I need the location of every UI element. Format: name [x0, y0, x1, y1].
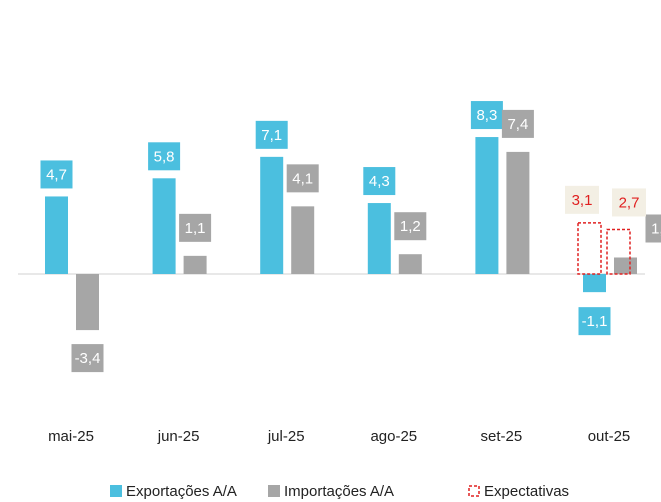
bar — [45, 196, 68, 274]
legend-label: Importações A/A — [284, 483, 394, 500]
x-tick-label: jun-25 — [157, 428, 200, 445]
value-label-bg — [394, 212, 427, 241]
value-label: 1,2 — [400, 218, 421, 235]
x-tick-label: jul-25 — [267, 428, 305, 445]
value-label: 4,7 — [46, 166, 67, 183]
bar — [76, 274, 99, 331]
expectation-label: 2,7 — [619, 194, 640, 211]
bar — [260, 156, 284, 274]
value-label-bg — [148, 142, 181, 171]
value-label-bg — [501, 109, 534, 138]
bar — [475, 137, 499, 274]
bar — [291, 206, 315, 274]
value-label-bg — [645, 214, 661, 243]
legend-swatch — [268, 485, 280, 497]
expectation-bar — [606, 228, 631, 275]
value-label-bg — [286, 164, 319, 193]
x-tick-label: mai-25 — [48, 428, 94, 445]
value-label: 8,3 — [476, 107, 497, 124]
value-label: 7,1 — [261, 127, 282, 144]
value-label: 7,4 — [507, 116, 528, 133]
value-label-bg — [578, 307, 611, 336]
bar — [583, 274, 606, 293]
bar — [398, 254, 422, 274]
value-label: -1,1 — [582, 313, 608, 330]
x-tick-label: ago-25 — [370, 428, 417, 445]
bar — [367, 203, 391, 274]
x-tick-label: set-25 — [481, 428, 523, 445]
bar — [183, 255, 207, 274]
value-label-bg — [71, 344, 104, 373]
legend-swatch — [110, 485, 122, 497]
value-label-bg — [470, 101, 503, 130]
value-label: 4,1 — [292, 170, 313, 187]
value-label: 1,0 — [651, 220, 661, 237]
legend-swatch — [468, 485, 480, 497]
value-label-bg — [179, 213, 212, 242]
value-label-bg — [363, 167, 396, 196]
bar — [506, 151, 530, 274]
value-label: -3,4 — [75, 350, 101, 367]
value-label: 4,3 — [369, 173, 390, 190]
value-label: 1,1 — [185, 220, 206, 237]
value-label-bg — [40, 160, 73, 189]
legend-label: Expectativas — [484, 483, 569, 500]
x-tick-label: out-25 — [588, 428, 631, 445]
expectation-bar — [577, 222, 602, 275]
bar — [614, 257, 637, 274]
expectation-label-bg — [565, 185, 599, 214]
bar — [152, 178, 176, 274]
expectation-label: 3,1 — [572, 192, 593, 209]
value-label: 5,8 — [154, 148, 175, 165]
expectation-label-bg — [612, 188, 646, 217]
legend-label: Exportações A/A — [126, 483, 237, 500]
value-label-bg — [255, 120, 288, 149]
